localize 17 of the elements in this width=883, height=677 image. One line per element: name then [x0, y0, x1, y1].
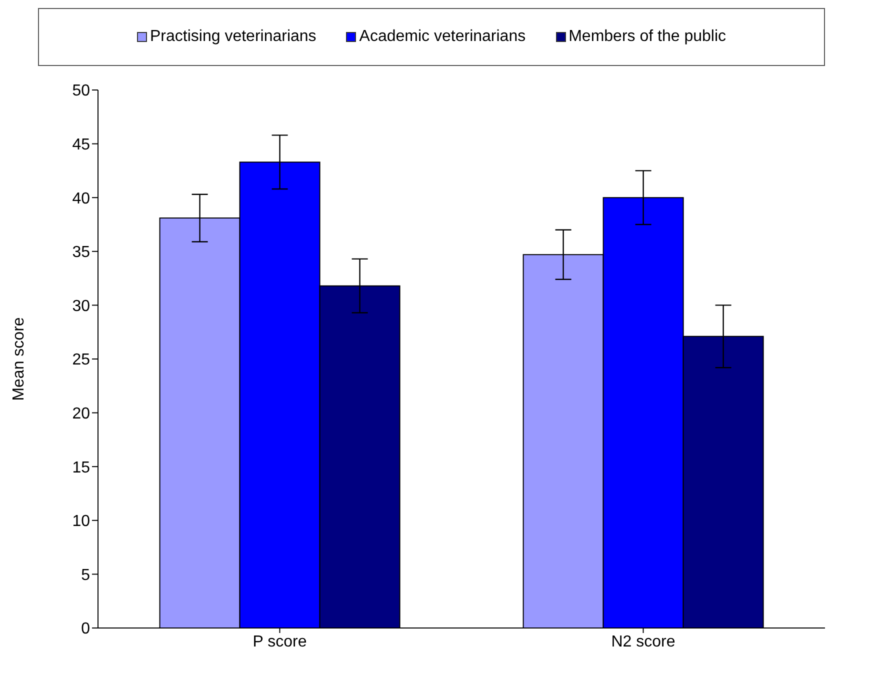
y-tick-label: 0	[81, 620, 90, 638]
y-tick-label: 5	[81, 566, 90, 584]
y-tick-label: 15	[72, 459, 90, 476]
y-tick-label: 25	[72, 352, 90, 369]
x-tick-label: N2 score	[611, 633, 676, 650]
y-tick-label: 20	[72, 405, 90, 422]
y-tick-label: 35	[72, 244, 90, 262]
y-tick-label: 40	[72, 190, 90, 208]
y-axis-title: Mean score	[10, 317, 28, 401]
y-tick-label: 10	[72, 513, 90, 530]
legend-label: Academic veterinarians	[359, 28, 526, 46]
x-tick-label: P score	[252, 633, 307, 650]
y-tick-label: 30	[72, 298, 90, 315]
legend-label: Practising veterinarians	[150, 28, 316, 46]
legend-label: Members of the public	[568, 28, 726, 46]
y-tick-label: 45	[72, 136, 90, 154]
y-tick-label: 50	[72, 82, 90, 100]
